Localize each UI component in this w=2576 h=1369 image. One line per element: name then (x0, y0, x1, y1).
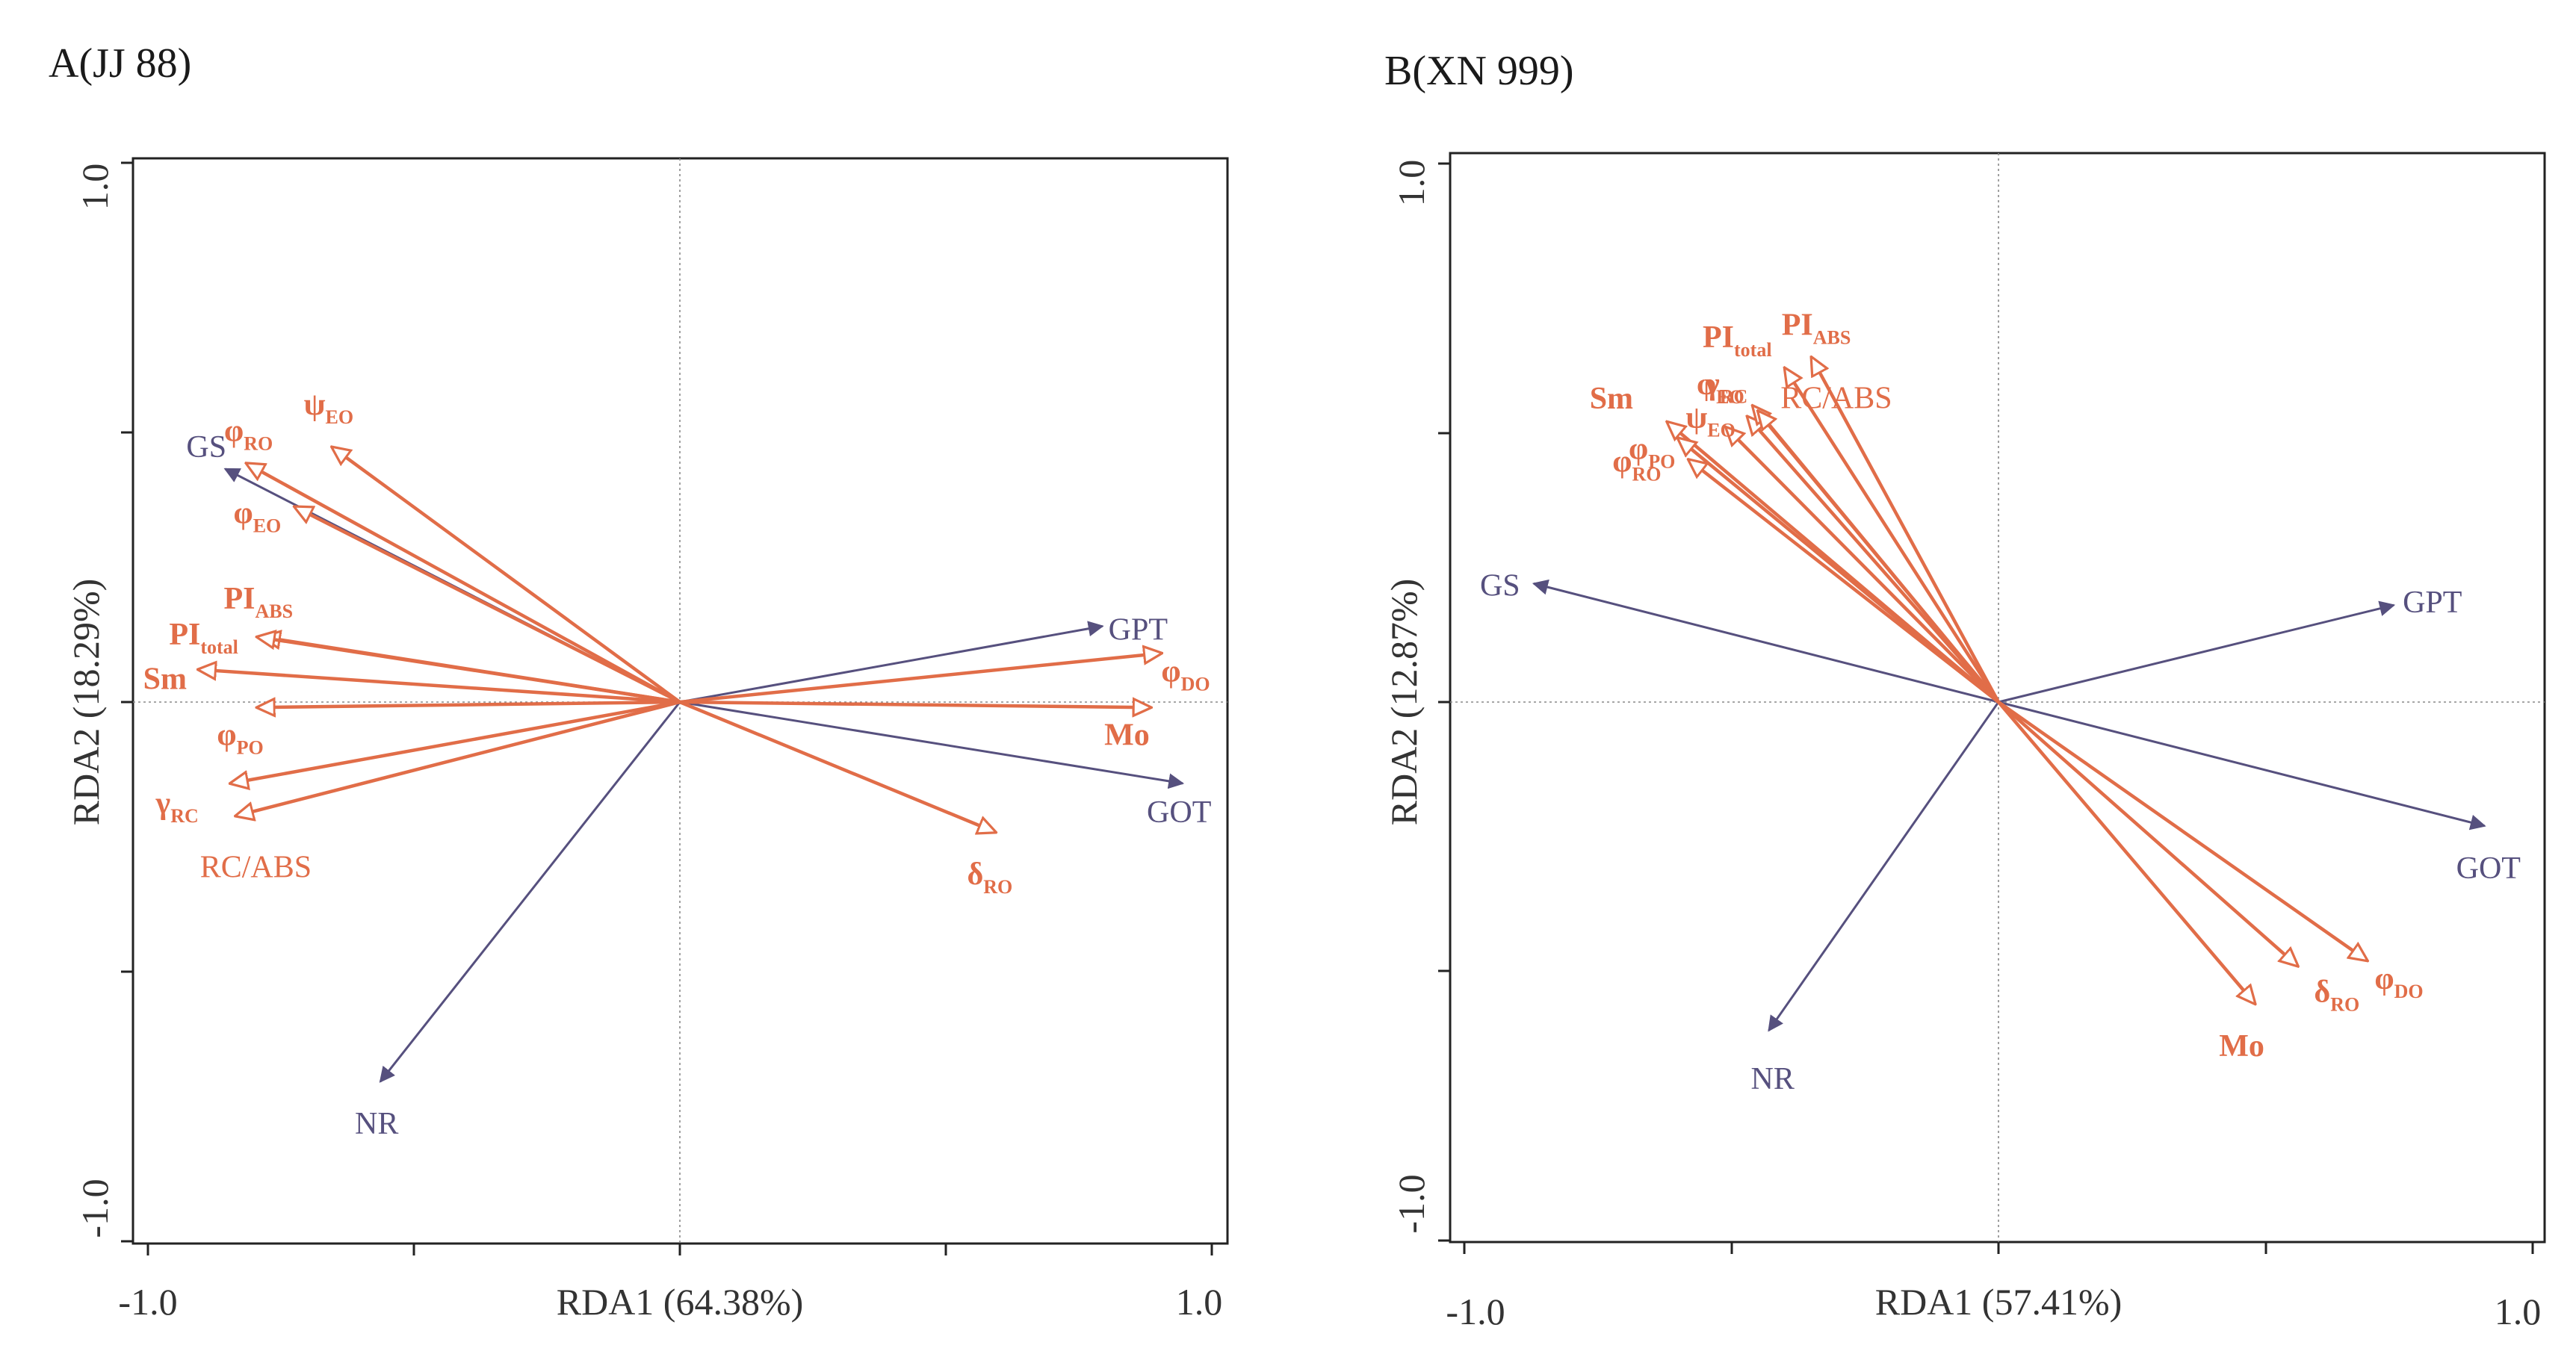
panel-a-y-ticks (121, 161, 133, 1243)
explanatory-vector--do (1997, 701, 2367, 960)
panel-b-y-axis-label: RDA2 (12.87%) (1383, 579, 1425, 826)
vector-label-nr: NR (1751, 1062, 1795, 1096)
vector-label--ro: δRO (2314, 975, 2359, 1015)
vector-label--po: φPO (217, 718, 263, 758)
panel-a-title: A(JJ 88) (49, 40, 191, 87)
explanatory-vector--ro (247, 464, 681, 704)
vector-label-sm: Sm (1590, 382, 1633, 416)
panel-a-x-tick-label-max: 1.0 (1176, 1281, 1223, 1323)
response-vector-gpt (1998, 600, 2396, 704)
vector-label-piabs: PIABS (224, 582, 294, 622)
panel-a-y-axis-label: RDA2 (18.29%) (65, 579, 107, 826)
vector-label--do: φDO (1161, 655, 1210, 695)
vector-label--eo: φEO (233, 497, 281, 537)
explanatory-vector-rc-abs (236, 700, 681, 816)
explanatory-vector-piabs (1812, 358, 2000, 704)
panel-b-y-ticks (1438, 162, 1450, 1242)
panel-a-y-tick-label-max: 1.0 (74, 164, 116, 211)
vector-label-gpt: GPT (2403, 586, 2462, 620)
vector-label--po: φPO (1629, 432, 1675, 473)
explanatory-vector--ro (1688, 460, 2000, 704)
panel-b-title: B(XN 999) (1384, 48, 1574, 94)
vector-label-nr: NR (355, 1107, 398, 1141)
panel-b-x-ticks (1463, 1242, 2534, 1254)
explanatory-vector--ro (1997, 701, 2297, 966)
panel-a-x-tick-label-min: -1.0 (118, 1281, 177, 1323)
response-vector-nr (1768, 701, 2000, 1032)
vector-label--ro: φRO (1612, 445, 1661, 485)
panel-b-x-axis-label: RDA1 (57.41%) (1875, 1281, 2123, 1323)
response-vector-nr (379, 701, 681, 1083)
response-vector-got (1998, 701, 2486, 831)
explanatory-vector--do (679, 654, 1161, 704)
explanatory-vector-pitotal (257, 637, 681, 704)
vector-label-got: GOT (1147, 795, 1211, 830)
vector-label-gs: GS (1480, 568, 1520, 603)
vector-label--rc: γRC (155, 786, 199, 827)
explanatory-vector--po (257, 702, 681, 707)
vector-label-rc-abs: RC/ABS (200, 850, 312, 884)
explanatory-vector--eo (332, 447, 681, 704)
vector-label-mo: Mo (2219, 1029, 2264, 1064)
panel-a-x-ticks (146, 1244, 1213, 1255)
panel-a: A(JJ 88) -1.0 1.0 1.0 -1.0 RDA1 (64.38%)… (49, 40, 1229, 1323)
explanatory-vector--rc (231, 700, 681, 783)
panel-b: B(XN 999) -1.0 1.0 1.0 -1.0 RDA1 (57.41%… (1383, 48, 2546, 1332)
panel-b-x-tick-label-max: 1.0 (2495, 1291, 2542, 1332)
vector-label--eo: ψEO (1685, 400, 1735, 441)
vector-label--do: φDO (2374, 962, 2423, 1002)
vector-label-mo: Mo (1104, 718, 1150, 752)
vector-label-gpt: GPT (1109, 612, 1168, 647)
vector-label--ro: δRO (967, 857, 1012, 898)
explanatory-vector--po (1678, 438, 2000, 704)
vector-label-rc-abs: RC/ABS (1780, 382, 1892, 416)
vector-label-piabs: PIABS (1782, 308, 1851, 349)
vector-label-gs: GS (186, 430, 226, 465)
vector-label--ro: φRO (224, 415, 273, 455)
panel-a-x-axis-label: RDA1 (64.38%) (557, 1281, 804, 1323)
explanatory-vector--eo (294, 507, 681, 704)
vector-label--rc: γRC (1704, 367, 1747, 407)
explanatory-vector-rc-abs (1758, 412, 2000, 704)
response-vector-got (679, 701, 1185, 789)
vector-label-sm: Sm (143, 662, 187, 696)
vector-label-got: GOT (2456, 851, 2521, 886)
panel-b-y-tick-label-max: 1.0 (1390, 160, 1432, 207)
explanatory-vector-mo (1997, 701, 2255, 1004)
explanatory-vector--eo (1726, 427, 2000, 704)
explanatory-vector-pitotal (1785, 368, 2000, 704)
vector-label-pitotal: PItotal (169, 618, 238, 658)
explanatory-vector--ro (679, 700, 995, 832)
vector-label--eo: ψEO (304, 388, 353, 428)
explanatory-vector--eo (1747, 417, 2000, 704)
panel-a-y-tick-label-min: -1.0 (74, 1179, 116, 1238)
explanatory-vector-sm (199, 669, 681, 704)
response-vector-gpt (679, 621, 1104, 704)
vector-label--eo: φEO (1697, 367, 1744, 408)
panel-b-x-tick-label-min: -1.0 (1446, 1291, 1505, 1332)
vector-label-pitotal: PItotal (1703, 320, 1772, 361)
panel-b-y-tick-label-min: -1.0 (1390, 1174, 1432, 1233)
explanatory-vector-mo (679, 702, 1151, 707)
response-vector-gs (1532, 579, 1999, 704)
